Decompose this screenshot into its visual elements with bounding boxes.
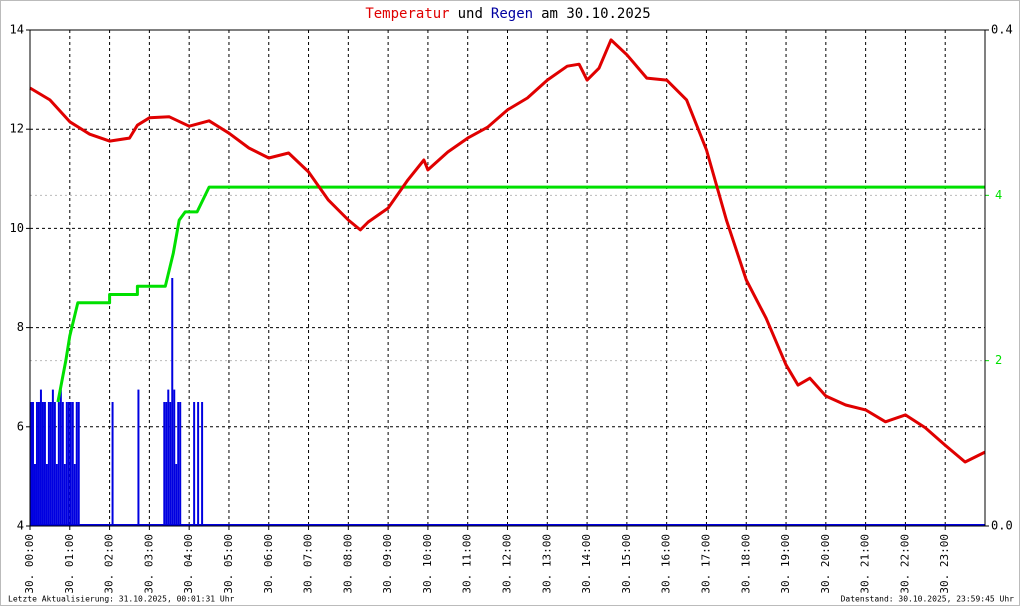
rain-bar	[65, 402, 68, 526]
x-tick-label: 30. 00:00	[23, 534, 36, 594]
y3-tick-label: 2	[995, 353, 1002, 367]
rain-bar	[35, 402, 38, 526]
y-tick-label: 14	[10, 23, 24, 37]
rain-bar	[43, 402, 46, 526]
rain-bar	[193, 402, 196, 526]
x-tick-label: 30. 19:00	[779, 534, 792, 594]
x-tick-label: 30. 14:00	[580, 534, 593, 594]
rain-bar	[55, 464, 58, 526]
rain-bar	[173, 389, 176, 526]
y3-tick-label: 4	[995, 188, 1002, 202]
y2-tick-label: 0.4	[991, 23, 1013, 37]
x-tick-label: 30. 09:00	[381, 534, 394, 594]
rain-bar	[75, 402, 78, 526]
rain-bar	[39, 389, 42, 526]
title-part: am 30.10.2025	[541, 6, 651, 22]
x-tick-label: 30. 11:00	[461, 534, 474, 594]
rain-bar	[33, 464, 36, 526]
y-tick-label: 10	[10, 221, 24, 235]
title-part: Regen	[491, 6, 533, 22]
rain-bar	[51, 389, 54, 526]
rain-bar	[49, 402, 52, 526]
rain-bar	[177, 402, 180, 526]
x-tick-label: 30. 16:00	[660, 534, 673, 594]
rain-bar	[61, 402, 64, 526]
rain-bar	[37, 402, 40, 526]
x-tick-label: 30. 23:00	[938, 534, 951, 594]
rain-bar	[41, 402, 44, 526]
x-tick-label: 30. 01:00	[63, 534, 76, 594]
rain-bar	[71, 402, 74, 526]
title-part: und	[458, 6, 483, 22]
x-tick-label: 30. 20:00	[819, 534, 832, 594]
rain-bar	[111, 402, 114, 526]
x-tick-label: 30. 03:00	[142, 534, 155, 594]
x-tick-label: 30. 02:00	[103, 534, 116, 594]
x-tick-label: 30. 05:00	[222, 534, 235, 594]
rain-bar	[167, 389, 170, 526]
x-tick-label: 30. 04:00	[182, 534, 195, 594]
rain-bar	[77, 402, 80, 526]
rain-bar	[53, 402, 56, 526]
footer-left: Letzte Aktualisierung: 31.10.2025, 00:01…	[8, 595, 235, 604]
x-tick-label: 30. 13:00	[540, 534, 553, 594]
y-tick-label: 8	[17, 320, 24, 334]
y-tick-label: 6	[17, 419, 24, 433]
rain-bar	[179, 402, 182, 526]
rain-bar	[67, 402, 70, 526]
x-tick-label: 30. 12:00	[501, 534, 514, 594]
rain-bar	[201, 402, 204, 526]
rain-bar	[73, 464, 76, 526]
x-tick-label: 30. 18:00	[739, 534, 752, 594]
x-tick-label: 30. 08:00	[341, 534, 354, 594]
rain-bar	[197, 402, 200, 526]
x-tick-label: 30. 06:00	[262, 534, 275, 594]
rain-bar	[57, 402, 60, 526]
series-line	[56, 185, 985, 403]
y-tick-label: 4	[17, 519, 24, 533]
rain-bar	[171, 278, 174, 526]
x-tick-label: 30. 17:00	[699, 534, 712, 594]
rain-bar	[59, 389, 62, 526]
rain-bar	[69, 402, 72, 526]
rain-bar	[137, 389, 140, 526]
y2-tick-label: 0.0	[991, 519, 1013, 533]
rain-bar	[175, 464, 178, 526]
rain-bar	[30, 402, 32, 526]
chart-title: Temperatur und Regen am 30.10.2025	[365, 6, 650, 22]
y-tick-label: 12	[10, 122, 24, 136]
x-tick-label: 30. 07:00	[302, 534, 315, 594]
x-tick-label: 30. 15:00	[620, 534, 633, 594]
rain-bar	[31, 402, 34, 526]
x-tick-label: 30. 22:00	[898, 534, 911, 594]
x-tick-label: 30. 21:00	[859, 534, 872, 594]
series-line	[29, 38, 986, 464]
rain-bar	[45, 464, 48, 526]
rain-bar	[165, 402, 168, 526]
rain-bar	[63, 464, 66, 526]
rain-bar	[163, 402, 166, 526]
x-tick-label: 30. 10:00	[421, 534, 434, 594]
rain-bar	[169, 402, 172, 526]
title-part: Temperatur	[365, 6, 449, 22]
rain-bar	[47, 402, 50, 526]
footer-right: Datenstand: 30.10.2025, 23:59:45 Uhr	[841, 595, 1015, 604]
